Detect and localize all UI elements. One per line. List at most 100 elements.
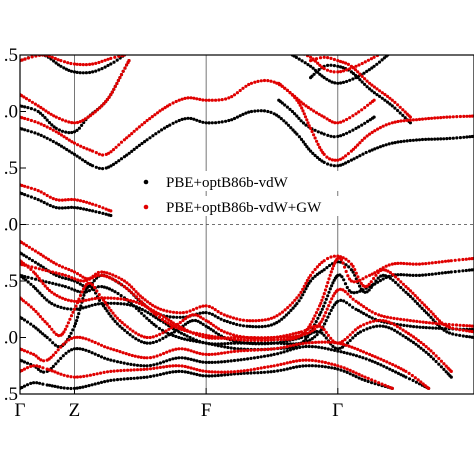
band-point: [317, 112, 321, 116]
band-point: [295, 365, 299, 369]
band-point: [75, 70, 79, 74]
band-point: [153, 113, 157, 117]
band-point: [204, 98, 208, 102]
band-point: [363, 60, 367, 64]
band-point: [424, 305, 429, 309]
band-point: [384, 325, 388, 329]
band-point: [174, 99, 178, 104]
band-point: [246, 348, 250, 353]
band-point: [288, 360, 292, 364]
band-point: [411, 273, 415, 277]
band-point: [165, 104, 170, 108]
band-point: [40, 293, 44, 298]
band-point: [449, 375, 453, 379]
band-point: [117, 276, 121, 280]
band-point: [180, 97, 184, 101]
band-point: [45, 202, 49, 206]
band-point: [301, 293, 305, 297]
band-point: [351, 330, 355, 334]
band-point: [98, 106, 102, 110]
band-point: [52, 59, 56, 63]
band-point: [51, 364, 56, 368]
band-point: [368, 273, 372, 277]
band-point: [29, 107, 33, 111]
band-point: [360, 80, 364, 84]
band-point: [56, 345, 60, 349]
band-point: [94, 69, 98, 73]
band-point: [302, 290, 306, 294]
band-point: [294, 55, 298, 60]
band-point: [124, 352, 128, 356]
band-point: [262, 348, 267, 352]
band-point: [363, 375, 367, 379]
band-point: [69, 69, 74, 73]
band-point: [307, 341, 311, 345]
band-point: [253, 336, 257, 340]
band-point: [396, 277, 400, 281]
band-point: [142, 302, 146, 306]
band-point: [78, 156, 82, 160]
band-point: [266, 324, 270, 328]
band-point: [101, 304, 106, 308]
band-point: [137, 338, 141, 342]
band-point: [326, 133, 330, 137]
band-point: [105, 303, 109, 307]
band-point: [318, 271, 322, 275]
band-point: [154, 132, 158, 136]
band-point: [393, 262, 397, 266]
band-point: [122, 302, 126, 306]
band-point: [59, 356, 63, 360]
band-point: [301, 345, 305, 349]
band-point: [314, 311, 319, 315]
band-point: [36, 289, 40, 293]
band-point: [229, 372, 233, 376]
band-point: [242, 341, 246, 345]
band-point: [305, 278, 309, 283]
band-point: [91, 112, 95, 116]
y-tick-label: .0: [4, 328, 18, 349]
band-point: [325, 266, 329, 270]
band-point: [378, 279, 382, 283]
band-point: [115, 322, 119, 326]
band-point: [235, 115, 239, 119]
band-point: [20, 274, 24, 278]
band-point: [427, 261, 431, 265]
band-point: [142, 314, 146, 318]
band-point: [131, 329, 135, 333]
band-point: [314, 359, 318, 363]
band-point: [408, 273, 412, 277]
band-point: [96, 353, 100, 358]
band-point: [183, 96, 187, 100]
band-point: [54, 273, 58, 277]
band-point: [413, 376, 417, 380]
band-line: [20, 268, 474, 352]
band-point: [51, 197, 55, 201]
band-point: [219, 311, 223, 315]
band-point: [93, 302, 97, 307]
band-point: [174, 370, 178, 374]
band-point: [467, 257, 471, 261]
band-point: [207, 342, 211, 346]
band-point: [266, 338, 270, 342]
band-point: [440, 321, 444, 325]
band-point: [293, 49, 296, 52]
band-point: [323, 340, 327, 344]
band-point: [424, 320, 428, 325]
band-point: [227, 96, 231, 100]
band-point: [85, 200, 89, 204]
band-point: [216, 360, 220, 364]
band-point: [430, 116, 434, 120]
band-point: [22, 253, 26, 257]
band-point: [342, 278, 346, 282]
band-point: [219, 342, 224, 346]
band-point: [105, 286, 109, 290]
band-point: [291, 48, 294, 51]
band-point: [61, 296, 65, 300]
band-point: [285, 88, 289, 92]
band-point: [282, 337, 286, 342]
band-point: [329, 69, 333, 73]
band-point: [81, 71, 85, 75]
band-point: [329, 308, 333, 312]
band-point: [317, 364, 321, 368]
band-point: [47, 269, 51, 273]
